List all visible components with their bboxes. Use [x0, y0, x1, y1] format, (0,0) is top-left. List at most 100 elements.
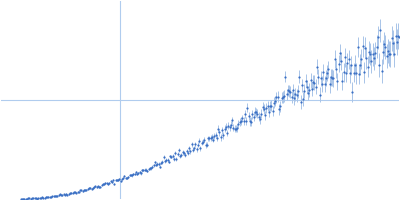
Point	[364, 65, 371, 68]
Point	[211, 134, 218, 138]
Point	[262, 114, 268, 117]
Point	[328, 76, 334, 79]
Point	[186, 147, 192, 150]
Point	[282, 75, 288, 78]
Point	[97, 185, 104, 188]
Point	[54, 194, 60, 197]
Point	[80, 190, 86, 193]
Point	[68, 191, 74, 194]
Point	[44, 195, 50, 199]
Point	[243, 119, 249, 122]
Point	[190, 148, 196, 151]
Point	[133, 170, 139, 174]
Point	[270, 110, 276, 113]
Point	[87, 186, 94, 189]
Point	[187, 150, 194, 153]
Point	[122, 176, 129, 179]
Point	[250, 115, 257, 118]
Point	[309, 88, 315, 91]
Point	[276, 108, 282, 111]
Point	[226, 126, 233, 129]
Point	[340, 71, 347, 74]
Point	[22, 197, 29, 200]
Point	[160, 155, 167, 159]
Point	[325, 68, 332, 71]
Point	[318, 77, 324, 80]
Point	[297, 100, 304, 104]
Point	[36, 196, 43, 200]
Point	[357, 63, 363, 66]
Point	[198, 141, 205, 144]
Point	[264, 105, 271, 108]
Point	[266, 110, 272, 113]
Point	[38, 196, 44, 200]
Point	[300, 98, 306, 101]
Point	[304, 85, 310, 88]
Point	[128, 173, 134, 176]
Point	[244, 106, 250, 109]
Point	[254, 112, 261, 115]
Point	[48, 195, 54, 198]
Point	[135, 171, 142, 174]
Point	[371, 57, 377, 60]
Point	[125, 175, 132, 178]
Point	[182, 154, 188, 157]
Point	[31, 197, 38, 200]
Point	[220, 134, 226, 137]
Point	[148, 167, 154, 170]
Point	[192, 143, 199, 146]
Point	[139, 169, 146, 172]
Point	[288, 95, 295, 98]
Point	[280, 95, 286, 99]
Point	[338, 60, 344, 63]
Point	[381, 43, 387, 46]
Point	[221, 127, 228, 130]
Point	[302, 79, 309, 82]
Point	[172, 152, 178, 155]
Point	[136, 171, 143, 174]
Point	[378, 70, 385, 73]
Point	[222, 125, 229, 128]
Point	[104, 182, 110, 185]
Point	[219, 129, 225, 132]
Point	[376, 63, 382, 66]
Point	[290, 88, 296, 91]
Point	[91, 186, 97, 189]
Point	[52, 194, 58, 197]
Point	[377, 29, 384, 32]
Point	[380, 51, 386, 54]
Point	[354, 46, 361, 49]
Point	[224, 131, 230, 135]
Point	[57, 193, 63, 196]
Point	[188, 143, 195, 146]
Point	[207, 136, 214, 140]
Point	[154, 162, 161, 166]
Point	[72, 191, 78, 194]
Point	[77, 189, 83, 192]
Point	[366, 51, 372, 54]
Point	[206, 137, 212, 140]
Point	[271, 101, 277, 104]
Point	[112, 178, 119, 182]
Point	[350, 71, 357, 74]
Point	[100, 182, 106, 185]
Point	[166, 160, 172, 163]
Point	[59, 193, 66, 197]
Point	[74, 190, 81, 194]
Point	[138, 172, 144, 175]
Point	[353, 72, 360, 75]
Point	[145, 167, 152, 170]
Point	[147, 167, 153, 170]
Point	[319, 82, 325, 85]
Point	[178, 153, 185, 156]
Point	[33, 197, 39, 200]
Point	[115, 179, 121, 182]
Point	[118, 180, 124, 183]
Point	[346, 58, 352, 61]
Point	[129, 174, 135, 177]
Point	[368, 60, 375, 63]
Point	[273, 96, 280, 99]
Point	[163, 158, 170, 161]
Point	[53, 194, 59, 197]
Point	[296, 75, 302, 78]
